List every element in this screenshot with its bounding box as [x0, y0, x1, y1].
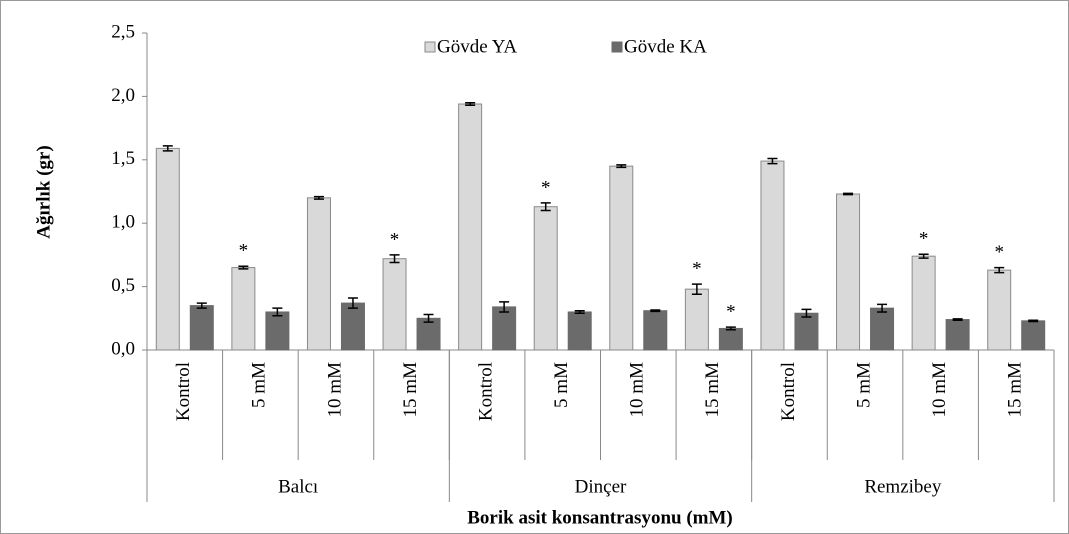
error-bar: [725, 326, 736, 331]
bar: [492, 306, 517, 351]
bar: [870, 307, 895, 351]
error-bar: [994, 266, 1005, 274]
y-tick-label: 2,0: [111, 85, 135, 106]
bar: [340, 302, 365, 351]
error-bar: [313, 195, 324, 200]
significance-mark: *: [692, 258, 702, 279]
significance-mark: *: [726, 302, 736, 323]
error-bar: [650, 309, 661, 313]
error-bar: [196, 302, 207, 309]
error-bar: [691, 283, 702, 295]
x-tick-label: Kontrol: [778, 362, 799, 421]
y-tick-label: 2,5: [111, 21, 135, 42]
group-label: Remzibey: [864, 476, 942, 497]
y-axis-title: Ağırlık (gr): [33, 145, 54, 238]
legend-label: Gövde KA: [624, 36, 707, 57]
bar: [533, 206, 558, 351]
bar: [684, 288, 709, 351]
bar: [231, 267, 256, 351]
x-tick-label: 5 mM: [249, 362, 270, 408]
error-bar: [877, 303, 888, 313]
y-tick-label: 0,5: [111, 275, 135, 296]
error-bar: [843, 192, 854, 196]
error-bar: [1028, 319, 1039, 323]
error-bar: [540, 202, 551, 212]
x-tick-label: 10 mM: [324, 362, 345, 418]
significance-mark: *: [541, 177, 551, 198]
bar: [306, 197, 331, 351]
x-tick-label: 15 mM: [702, 362, 723, 418]
error-bar: [162, 145, 173, 152]
y-tick-label: 0,0: [111, 338, 135, 359]
error-bar: [347, 297, 358, 309]
bar: [382, 258, 407, 351]
error-bar: [272, 307, 283, 317]
bar: [643, 310, 668, 351]
error-bar: [767, 157, 778, 165]
error-bar: [801, 308, 812, 318]
error-bar: [465, 101, 476, 107]
error-bar: [499, 301, 510, 313]
error-bar: [918, 253, 929, 259]
x-tick-label: 10 mM: [929, 362, 950, 418]
x-tick-label: Kontrol: [173, 362, 194, 421]
y-tick-label: 1,0: [111, 212, 135, 233]
x-tick-label: 15 mM: [400, 362, 421, 418]
bar: [155, 147, 180, 351]
significance-mark: *: [390, 229, 400, 250]
bar: [911, 255, 936, 351]
bar: [189, 305, 214, 351]
error-bar: [389, 254, 400, 264]
significance-mark: *: [919, 229, 929, 250]
y-tick-label: 1,5: [111, 148, 135, 169]
error-bar: [616, 164, 627, 169]
bar: [760, 160, 785, 351]
legend-swatch: [611, 41, 623, 53]
error-bar: [574, 309, 585, 314]
bar: [718, 327, 743, 351]
error-bar: [238, 265, 249, 270]
bar: [567, 311, 592, 351]
x-tick-label: 15 mM: [1005, 362, 1026, 418]
bar: [836, 193, 861, 351]
legend-label: Gövde YA: [437, 36, 517, 57]
bar: [945, 319, 970, 351]
group-label: Balcı: [278, 476, 318, 497]
x-tick-label: Kontrol: [475, 362, 496, 421]
bar: [987, 269, 1012, 351]
bar: [265, 311, 290, 351]
error-bar: [952, 318, 963, 321]
bar: [458, 103, 483, 351]
bar: [609, 165, 634, 351]
x-tick-label: 5 mM: [853, 362, 874, 408]
significance-mark: *: [239, 241, 249, 262]
bar: [794, 312, 819, 351]
x-axis-title: Borik asit konsantrasyonu (mM): [467, 507, 733, 528]
bar: [1021, 320, 1046, 351]
error-bar: [423, 313, 434, 323]
x-tick-label: 5 mM: [551, 362, 572, 408]
significance-mark: *: [994, 242, 1004, 263]
bar: [416, 317, 441, 351]
group-label: Dinçer: [575, 476, 627, 497]
x-tick-label: 10 mM: [627, 362, 648, 418]
legend-swatch: [424, 41, 436, 53]
